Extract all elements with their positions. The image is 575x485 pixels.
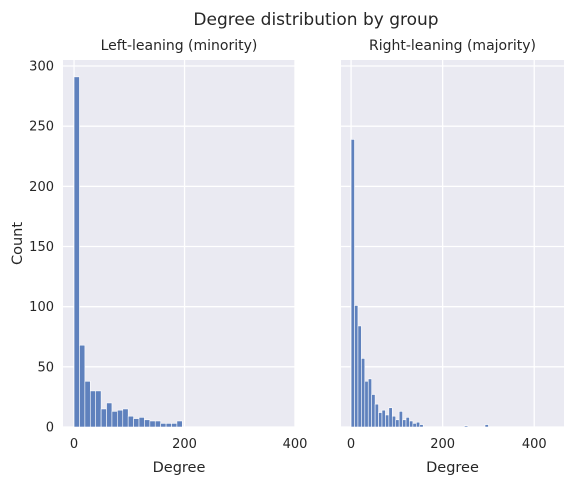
- histogram-bar: [100, 408, 107, 428]
- histogram-bar: [171, 423, 178, 428]
- histogram-bar: [395, 419, 400, 428]
- x-tick-label: 400: [522, 437, 547, 452]
- figure-title: Degree distribution by group: [193, 10, 438, 30]
- x-tick-label: 200: [172, 437, 197, 452]
- panel-title: Right-leaning (majority): [369, 38, 536, 54]
- histogram-bar: [419, 424, 424, 428]
- histogram-bar: [154, 420, 161, 428]
- histogram-bar: [133, 418, 140, 428]
- histogram-bar: [106, 402, 113, 428]
- x-axis-label: Degree: [426, 460, 479, 476]
- histogram-bar: [398, 411, 403, 428]
- histogram-bar: [385, 414, 390, 428]
- histogram-bar: [405, 417, 410, 428]
- y-tick-label: 250: [29, 120, 54, 135]
- histogram-bar: [412, 423, 417, 428]
- y-tick-label: 300: [29, 60, 54, 75]
- histogram-bar: [416, 421, 421, 428]
- histogram-bar: [464, 425, 469, 428]
- y-tick-label: 100: [29, 300, 54, 315]
- histogram-bar: [378, 412, 383, 428]
- y-tick-label: 0: [46, 421, 54, 436]
- histogram-bar: [374, 403, 379, 428]
- x-tick-label: 0: [347, 437, 355, 452]
- histogram-bar: [149, 420, 156, 428]
- y-tick-label: 150: [29, 240, 54, 255]
- histogram-bar: [381, 409, 386, 428]
- histogram-bar: [122, 408, 129, 428]
- histogram-bar: [117, 409, 124, 428]
- histogram-bar: [484, 424, 489, 428]
- y-tick-label: 50: [37, 360, 54, 375]
- histogram-bar: [371, 394, 376, 428]
- histogram-bar: [165, 423, 172, 428]
- histogram-bar: [111, 411, 118, 428]
- histogram-bar: [364, 380, 369, 428]
- histogram-bar: [138, 417, 145, 428]
- histogram-bar: [388, 407, 393, 428]
- histogram-bar: [84, 380, 91, 428]
- chart-panels: 0 200 400 0 50 100 150 200 250 300 Left-leaning (m…: [10, 38, 564, 476]
- panel-1: 0 200 400 0 50 100 150 200 250 300 Left-leaning (m…: [10, 38, 307, 476]
- y-axis-label: Count: [10, 222, 26, 265]
- x-tick-label: 200: [430, 437, 455, 452]
- histogram-bar: [160, 423, 167, 428]
- histogram-bar: [350, 139, 355, 428]
- histogram-bar: [144, 419, 151, 428]
- axes-background: [341, 60, 564, 427]
- histogram-bar: [79, 344, 86, 428]
- panel-2: 0 200 400 Right-leaning (majority) Degree: [341, 38, 564, 476]
- histogram-bar: [176, 420, 183, 428]
- histogram-bar: [354, 305, 359, 428]
- histogram-bar: [89, 390, 97, 428]
- panel-title: Left-leaning (minority): [101, 38, 258, 54]
- x-axis-label: Degree: [153, 460, 206, 476]
- x-tick-label: 400: [283, 437, 308, 452]
- histogram-bar: [409, 420, 414, 428]
- histogram-bar: [127, 415, 134, 428]
- histogram-bar: [95, 390, 102, 428]
- histogram-bar: [402, 419, 407, 428]
- histogram-bar: [357, 325, 362, 428]
- histogram-bar: [361, 358, 366, 428]
- histogram-bar: [73, 76, 80, 428]
- histogram-bar: [391, 415, 397, 428]
- axes-background: [63, 60, 295, 427]
- x-tick-label: 0: [70, 437, 78, 452]
- histogram-bar: [367, 378, 372, 428]
- y-tick-label: 200: [29, 180, 54, 195]
